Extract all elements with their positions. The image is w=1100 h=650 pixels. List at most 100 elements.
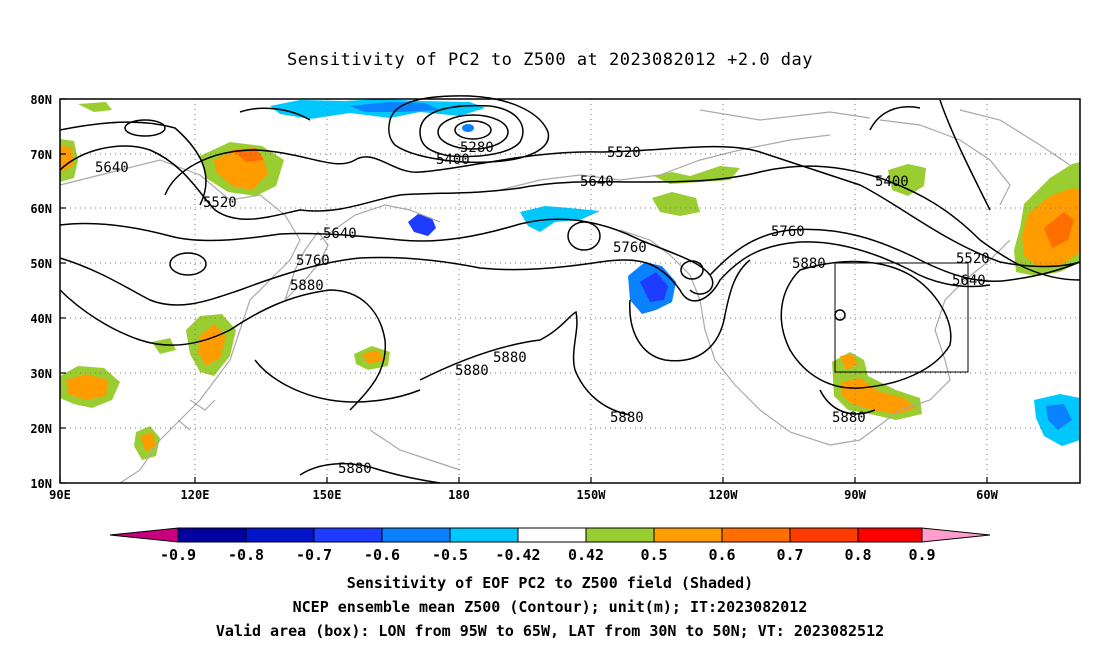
shade-positive bbox=[78, 102, 112, 112]
footer-line-1: Sensitivity of EOF PC2 to Z500 field (Sh… bbox=[346, 574, 754, 592]
shade-positive bbox=[232, 148, 264, 162]
coastline-greenland bbox=[959, 109, 1071, 166]
colorbar-right-arrow bbox=[921, 527, 991, 543]
shade-positive bbox=[1044, 212, 1074, 248]
contour-5880 bbox=[819, 389, 876, 415]
coastline-hudson bbox=[879, 119, 1011, 206]
coastline-arctic-islands bbox=[699, 109, 871, 121]
contour-label: 5760 bbox=[296, 253, 330, 269]
shade-positive bbox=[888, 164, 926, 196]
contour-5640 bbox=[59, 145, 1081, 281]
shade-positive bbox=[362, 350, 384, 364]
lat-tick-label: 60N bbox=[30, 202, 52, 216]
colorbar-label: -0.9 bbox=[160, 546, 196, 564]
colorbar-cell bbox=[585, 527, 655, 543]
contour-5400 bbox=[869, 106, 921, 131]
contour-label: 5880 bbox=[792, 256, 826, 272]
map-frame bbox=[59, 98, 1081, 484]
contour-label: 5640 bbox=[952, 273, 986, 289]
colorbar-label: 0.5 bbox=[640, 546, 667, 564]
lon-tick-label: 150W bbox=[577, 488, 607, 502]
lon-tick-label: 90W bbox=[844, 488, 866, 502]
contour-5280 bbox=[437, 114, 509, 150]
shade-positive bbox=[842, 378, 916, 414]
contour-label: 5880 bbox=[290, 278, 324, 294]
contour-5280 bbox=[454, 120, 492, 140]
contour-5400 bbox=[388, 95, 550, 164]
contour-label: 5520 bbox=[203, 195, 237, 211]
footer-line-3: Valid area (box): LON from 95W to 65W, L… bbox=[215, 622, 885, 640]
lon-tick-label: 90E bbox=[49, 488, 71, 502]
colorbar-cell bbox=[381, 527, 451, 543]
contour-label: 5640 bbox=[95, 160, 129, 176]
contour-5520 bbox=[124, 119, 166, 137]
lat-ticks bbox=[60, 98, 66, 484]
contour-label: 5640 bbox=[323, 226, 357, 242]
contour-5880 bbox=[629, 259, 751, 362]
contour-5520 bbox=[59, 107, 311, 206]
colorbar bbox=[109, 527, 991, 543]
colorbar-label: 0.6 bbox=[708, 546, 735, 564]
contour-5760 bbox=[169, 252, 207, 276]
shade-negative bbox=[350, 102, 440, 112]
contour-label: 5880 bbox=[832, 410, 866, 426]
coastline-kamchatka bbox=[319, 204, 441, 241]
contour-label: 5640 bbox=[580, 174, 614, 190]
contour-5520 bbox=[164, 145, 1081, 268]
contour-label: 5400 bbox=[436, 152, 470, 168]
lat-tick-label: 70N bbox=[30, 148, 52, 162]
contour-5520 bbox=[939, 99, 991, 211]
contour-label: 5880 bbox=[493, 350, 527, 366]
lat-labels: 80N 70N 60N 50N 40N 30N 20N 10N bbox=[30, 93, 52, 491]
colorbar-cell bbox=[449, 527, 519, 543]
shade-negative bbox=[408, 214, 436, 236]
contour-5640 bbox=[709, 228, 1081, 283]
colorbar-cell bbox=[857, 527, 923, 543]
lat-tick-label: 10N bbox=[30, 477, 52, 491]
contour-label: 5520 bbox=[607, 145, 641, 161]
colorbar-cell bbox=[721, 527, 791, 543]
contour-5760 bbox=[680, 260, 704, 280]
valid-area-box bbox=[834, 262, 969, 373]
colorbar-cell bbox=[313, 527, 383, 543]
shade-negative bbox=[640, 272, 668, 302]
contour-5400 bbox=[419, 104, 524, 158]
colorbar-labels: -0.9 -0.8 -0.7 -0.6 -0.5 -0.42 0.42 0.5 … bbox=[160, 546, 936, 564]
contour-label: 5880 bbox=[455, 363, 489, 379]
colorbar-label: -0.6 bbox=[364, 546, 400, 564]
contour-label: 5760 bbox=[613, 240, 647, 256]
contour-5880 bbox=[254, 359, 421, 403]
coastline-philippines bbox=[177, 399, 216, 431]
coastline-alaska bbox=[499, 134, 831, 191]
colorbar-label: -0.8 bbox=[228, 546, 264, 564]
colorbar-label: -0.5 bbox=[432, 546, 468, 564]
lon-tick-label: 120E bbox=[181, 488, 210, 502]
colorbar-cell bbox=[653, 527, 723, 543]
colorbar-cell bbox=[245, 527, 315, 543]
contour-5880 bbox=[299, 462, 441, 484]
lat-tick-label: 50N bbox=[30, 257, 52, 271]
contour-5880 bbox=[59, 289, 387, 411]
contour-5760 bbox=[59, 241, 991, 306]
colorbar-label: 0.42 bbox=[568, 546, 604, 564]
colorbar-label: -0.7 bbox=[296, 546, 332, 564]
shade-positive bbox=[152, 338, 176, 354]
contour-label: 5520 bbox=[956, 251, 990, 267]
colorbar-cell bbox=[517, 527, 587, 543]
lat-tick-label: 30N bbox=[30, 367, 52, 381]
contour-labels: 5280 5400 5520 5640 5640 5520 5640 5640 … bbox=[95, 140, 990, 477]
contour-5880 bbox=[780, 260, 952, 389]
colorbar-cell bbox=[789, 527, 859, 543]
shade-positive bbox=[840, 354, 858, 370]
lon-tick-label: 60W bbox=[976, 488, 998, 502]
colorbar-label: 0.7 bbox=[776, 546, 803, 564]
contour-label: 5880 bbox=[338, 461, 372, 477]
lon-tick-label: 120W bbox=[709, 488, 739, 502]
coastline-north-america-west bbox=[619, 229, 881, 446]
colorbar-label: 0.8 bbox=[844, 546, 871, 564]
shade-positive bbox=[60, 145, 74, 172]
contour-label: 5280 bbox=[460, 140, 494, 156]
shade-positive bbox=[652, 192, 700, 216]
contour-label: 5760 bbox=[771, 224, 805, 240]
